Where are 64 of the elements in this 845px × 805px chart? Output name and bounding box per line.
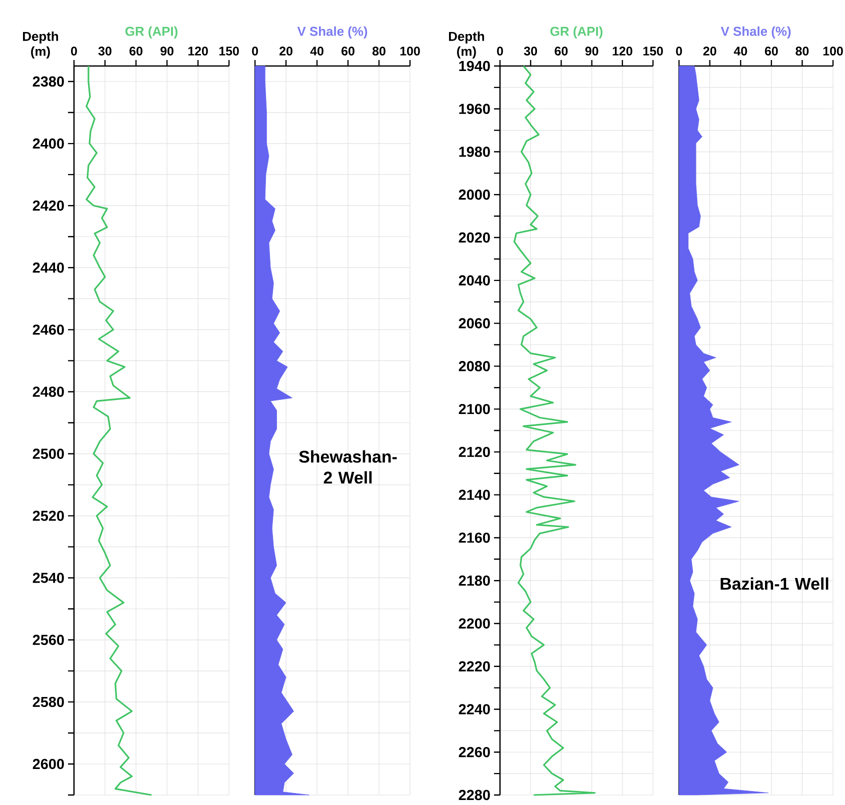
y-tick-label: 1980 — [459, 146, 490, 157]
y-tick-label: 2060 — [458, 318, 490, 328]
y-tick-label: 2140 — [458, 490, 490, 500]
x-tick-label: 150 — [219, 46, 239, 56]
x-tick-label: 90 — [585, 46, 598, 56]
y-tick-label: 2200 — [458, 618, 490, 629]
x-tick-label: 100 — [400, 46, 420, 56]
y-tick-label: 2160 — [458, 532, 490, 543]
y-tick-label: 2480 — [32, 386, 64, 397]
y-tick-label: 2280 — [458, 790, 490, 800]
y-tick-label: 2000 — [458, 190, 490, 200]
y-tick-label: 2460 — [32, 324, 64, 335]
x-tick-label: 120 — [612, 46, 632, 56]
line-series — [86, 65, 152, 796]
y-tick-label: 2080 — [458, 361, 490, 372]
x-tick-label: 90 — [160, 46, 174, 56]
y-tick-label: 2400 — [32, 138, 64, 149]
y-tick-label: 2220 — [458, 661, 490, 672]
x-tick-label: 0 — [252, 46, 258, 56]
y-tick-label: 2520 — [32, 510, 64, 521]
x-tick-label: 20 — [703, 46, 716, 56]
y-tick-label: 2500 — [32, 448, 64, 459]
x-tick-label: 80 — [796, 46, 809, 56]
y-tick-label: 2420 — [32, 200, 64, 211]
x-tick-label: 0 — [676, 46, 682, 56]
y-tick-label: 2600 — [32, 758, 64, 770]
y-tick-label: 2240 — [458, 704, 490, 714]
x-tick-label: 0 — [71, 46, 77, 56]
x-tick-label: 60 — [764, 46, 778, 56]
y-tick-label: 1960 — [459, 104, 490, 114]
y-tick-label: 2100 — [458, 404, 490, 414]
x-tick-label: 120 — [188, 46, 208, 56]
y-tick-label: 2120 — [458, 446, 490, 458]
x-tick-label: 20 — [280, 46, 292, 56]
y-tick-label: 2180 — [458, 575, 490, 586]
y-tick-label: 2040 — [458, 275, 490, 286]
annotation: Shewashan-2 Well — [299, 450, 397, 484]
line-series — [513, 65, 596, 796]
y-axis-title: Depth (m) — [22, 31, 58, 58]
y-tick-label: 2020 — [458, 232, 490, 243]
x-tick-label: 60 — [342, 46, 354, 56]
x-axis-title: V Shale (%) — [720, 26, 791, 38]
x-tick-label: 30 — [524, 46, 538, 56]
x-axis-title: V Shale (%) — [297, 26, 368, 38]
x-tick-label: 150 — [643, 46, 663, 56]
y-tick-label: 2440 — [32, 262, 64, 273]
x-tick-label: 30 — [98, 46, 112, 56]
y-tick-label: 2560 — [32, 634, 64, 646]
x-tick-label: 0 — [497, 46, 503, 56]
y-axis-title: Depth (m) — [449, 31, 484, 58]
y-tick-label: 2580 — [32, 696, 64, 708]
annotation: Bazian-1 Well — [720, 577, 828, 590]
y-tick-label: 2380 — [32, 76, 64, 87]
x-tick-label: 40 — [734, 46, 748, 56]
x-axis-title: GR (API) — [125, 26, 178, 38]
y-tick-label: 1940 — [459, 60, 490, 72]
y-tick-label: 2260 — [458, 747, 490, 758]
x-tick-label: 80 — [372, 46, 386, 56]
x-tick-label: 60 — [130, 46, 142, 56]
y-tick-label: 2540 — [32, 572, 64, 583]
x-tick-label: 60 — [554, 46, 568, 56]
x-axis-title: GR (API) — [550, 26, 602, 38]
x-tick-label: 40 — [310, 46, 324, 56]
x-tick-label: 100 — [823, 46, 843, 56]
